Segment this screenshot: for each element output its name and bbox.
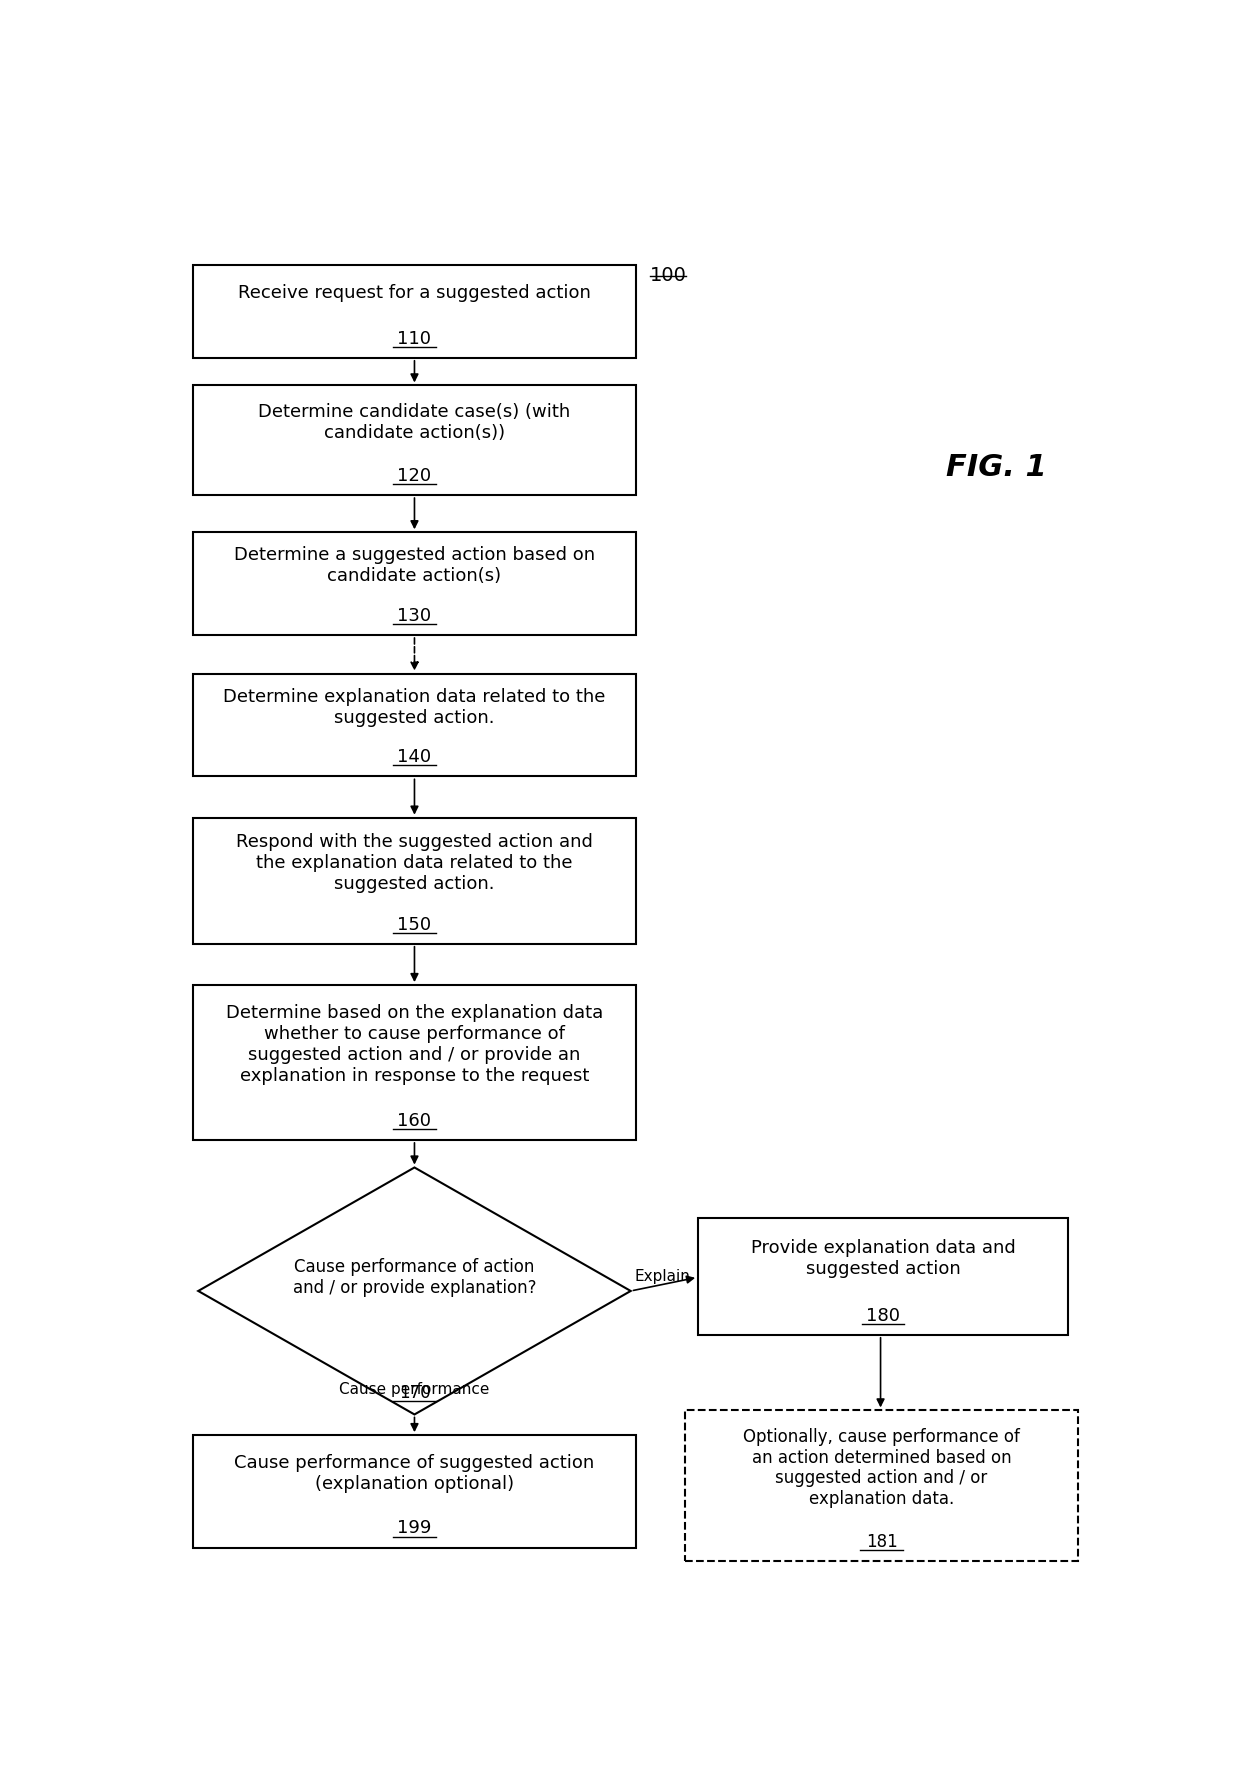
- Text: Respond with the suggested action and
the explanation data related to the
sugges: Respond with the suggested action and th…: [236, 832, 593, 893]
- Text: 150: 150: [397, 916, 432, 934]
- FancyBboxPatch shape: [193, 533, 635, 634]
- Text: 199: 199: [397, 1520, 432, 1538]
- FancyBboxPatch shape: [193, 674, 635, 777]
- FancyBboxPatch shape: [698, 1219, 1068, 1335]
- Text: Explain: Explain: [635, 1269, 691, 1285]
- Text: 110: 110: [398, 330, 432, 347]
- Text: 120: 120: [397, 467, 432, 485]
- FancyBboxPatch shape: [193, 985, 635, 1140]
- Text: Provide explanation data and
suggested action: Provide explanation data and suggested a…: [750, 1238, 1016, 1278]
- Text: Determine a suggested action based on
candidate action(s): Determine a suggested action based on ca…: [234, 547, 595, 584]
- Text: 140: 140: [397, 748, 432, 766]
- Text: 100: 100: [650, 266, 687, 285]
- Text: 160: 160: [398, 1112, 432, 1130]
- FancyBboxPatch shape: [193, 385, 635, 495]
- FancyBboxPatch shape: [193, 818, 635, 944]
- Text: Optionally, cause performance of
an action determined based on
suggested action : Optionally, cause performance of an acti…: [743, 1427, 1021, 1508]
- Polygon shape: [198, 1167, 631, 1415]
- Text: 181: 181: [866, 1533, 898, 1550]
- Text: FIG. 1: FIG. 1: [945, 453, 1047, 483]
- Text: Determine based on the explanation data
whether to cause performance of
suggeste: Determine based on the explanation data …: [226, 1005, 603, 1085]
- FancyBboxPatch shape: [193, 1435, 635, 1547]
- Text: Receive request for a suggested action: Receive request for a suggested action: [238, 285, 591, 303]
- Text: Determine explanation data related to the
suggested action.: Determine explanation data related to th…: [223, 688, 605, 727]
- FancyBboxPatch shape: [193, 264, 635, 358]
- Text: 130: 130: [397, 608, 432, 625]
- Text: 180: 180: [866, 1306, 900, 1324]
- FancyBboxPatch shape: [686, 1410, 1078, 1561]
- Text: Cause performance of suggested action
(explanation optional): Cause performance of suggested action (e…: [234, 1454, 595, 1493]
- Text: 170: 170: [398, 1383, 430, 1401]
- Text: Determine candidate case(s) (with
candidate action(s)): Determine candidate case(s) (with candid…: [258, 403, 570, 442]
- Text: Cause performance of action
and / or provide explanation?: Cause performance of action and / or pro…: [293, 1258, 536, 1297]
- Text: Cause performance: Cause performance: [340, 1381, 490, 1397]
